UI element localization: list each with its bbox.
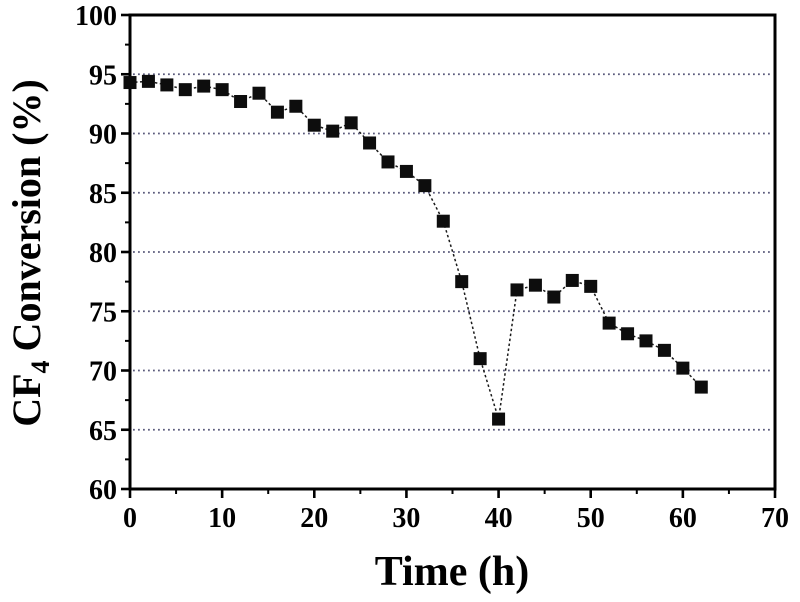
chart-generated-layer: 60 65 70 75 80 85 90 95 100 0 10 20 30 40 50 60 70: [75, 1, 789, 534]
y-tick-label-90: 90: [89, 120, 117, 151]
y-axis-title-suffix: Conversion (%): [4, 79, 49, 351]
data-point-marker-t6: [178, 83, 192, 97]
data-point-marker-t50: [584, 279, 598, 293]
data-point-marker-t20: [307, 118, 321, 132]
y-tick-label-100: 100: [75, 1, 117, 32]
y-tick-label-65: 65: [89, 416, 117, 447]
y-tick-label-95: 95: [89, 60, 117, 91]
data-point-marker-t52: [602, 316, 616, 330]
data-point-marker-t46: [547, 290, 561, 304]
x-tick-label-70: 70: [761, 503, 789, 534]
y-tick-label-60: 60: [89, 475, 117, 506]
data-point-marker-t30: [399, 164, 413, 178]
data-point-marker-t22: [326, 124, 340, 138]
data-point-marker-t32: [418, 179, 432, 193]
data-point-marker-t42: [510, 283, 524, 297]
data-point-marker-t14: [252, 86, 266, 100]
data-point-marker-t12: [234, 95, 248, 109]
data-point-marker-t38: [473, 352, 487, 366]
x-tick-label-10: 10: [208, 503, 236, 534]
data-point-marker-t40: [492, 412, 506, 426]
data-point-marker-t18: [289, 99, 303, 113]
x-tick-label-40: 40: [485, 503, 513, 534]
data-point-marker-t28: [381, 155, 395, 169]
data-point-marker-t56: [639, 334, 653, 348]
y-axis-title-subscript: 4: [26, 360, 55, 373]
y-axis-title: CF4 Conversion (%): [4, 79, 55, 427]
data-point-marker-t16: [270, 105, 284, 119]
data-point-marker-t48: [565, 273, 579, 287]
data-point-marker-t36: [455, 275, 469, 289]
y-tick-label-85: 85: [89, 179, 117, 210]
data-point-marker-t44: [528, 278, 542, 292]
data-point-marker-t62: [694, 380, 708, 394]
data-point-marker-t34: [436, 214, 450, 228]
y-axis-title-prefix: CF: [4, 373, 49, 426]
data-point-marker-t24: [344, 116, 358, 130]
x-tick-label-20: 20: [300, 503, 328, 534]
data-point-marker-t60: [676, 361, 690, 375]
data-point-marker-t8: [197, 79, 211, 93]
data-point-marker-t26: [363, 136, 377, 150]
data-point-marker-t10: [215, 83, 229, 97]
data-series-line: [129, 80, 702, 420]
x-tick-label-0: 0: [123, 503, 137, 534]
data-point-marker-t0: [123, 76, 137, 90]
data-point-marker-t4: [160, 78, 174, 92]
y-tick-label-75: 75: [89, 297, 117, 328]
data-point-marker-t54: [621, 327, 635, 341]
x-tick-label-50: 50: [577, 503, 605, 534]
y-tick-label-80: 80: [89, 238, 117, 269]
data-point-marker-t58: [657, 343, 671, 357]
data-point-marker-t2: [141, 74, 155, 88]
x-tick-label-60: 60: [669, 503, 697, 534]
y-tick-label-70: 70: [89, 357, 117, 388]
x-tick-label-30: 30: [392, 503, 420, 534]
x-axis-title: Time (h): [375, 549, 529, 595]
